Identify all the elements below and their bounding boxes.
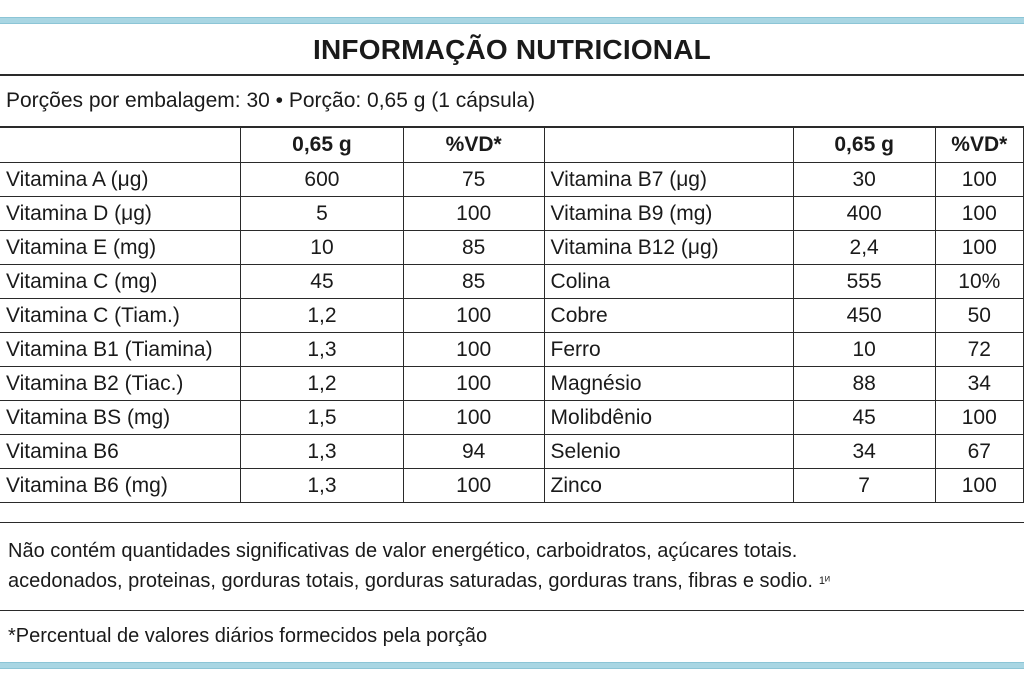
amount-cell: 10 bbox=[792, 332, 936, 367]
amount-cell: 10 bbox=[240, 230, 404, 265]
amount-cell: 1,5 bbox=[240, 400, 404, 435]
panel-title: INFORMAÇÃO NUTRICIONAL bbox=[0, 26, 1024, 76]
daily-value-cell: 100 bbox=[402, 196, 545, 231]
nutrient-name: Vitamina E (mg) bbox=[0, 230, 242, 265]
nutrient-name: Vitamina C (Tiam.) bbox=[0, 298, 242, 333]
header-blank bbox=[0, 126, 242, 163]
nutrient-disclaimer: Não contém quantidades significativas de… bbox=[8, 536, 1008, 596]
nutrient-name: Vitamina D (μg) bbox=[0, 196, 242, 231]
nutrient-name: Ferro bbox=[543, 332, 794, 367]
nutrient-name: Vitamina C (mg) bbox=[0, 264, 242, 299]
amount-cell: 600 bbox=[240, 162, 404, 197]
table-row: Vitamina BS (mg) 1,5 100 Molibdênio 45 100 bbox=[0, 400, 1024, 435]
amount-cell: 7 bbox=[792, 468, 936, 503]
daily-value-cell: 85 bbox=[402, 230, 545, 265]
table-row: Vitamina E (mg) 10 85 Vitamina B12 (μg) 2,4 1… bbox=[0, 230, 1024, 265]
nutrient-name: Vitamina A (μg) bbox=[0, 162, 242, 197]
header-amount: 0,65 g bbox=[792, 126, 936, 163]
daily-value-cell: 34 bbox=[934, 366, 1024, 401]
table-row: Vitamina A (μg) 600 75 Vitamina B7 (μg) 30 10… bbox=[0, 162, 1024, 197]
amount-cell: 1,3 bbox=[240, 468, 404, 503]
daily-value-cell: 85 bbox=[402, 264, 545, 299]
amount-cell: 1,2 bbox=[240, 366, 404, 401]
amount-cell: 45 bbox=[240, 264, 404, 299]
nutrient-name: Vitamina B9 (mg) bbox=[543, 196, 794, 231]
top-accent-band bbox=[0, 17, 1024, 24]
daily-value-cell: 100 bbox=[934, 162, 1024, 197]
amount-cell: 5 bbox=[240, 196, 404, 231]
note-divider bbox=[0, 522, 1024, 523]
amount-cell: 2,4 bbox=[792, 230, 936, 265]
daily-value-cell: 100 bbox=[934, 400, 1024, 435]
nutrient-name: Vitamina B6 (mg) bbox=[0, 468, 242, 503]
table-row: Vitamina C (mg) 45 85 Colina 555 10% bbox=[0, 264, 1024, 299]
amount-cell: 1,3 bbox=[240, 332, 404, 367]
daily-value-cell: 100 bbox=[934, 196, 1024, 231]
amount-cell: 400 bbox=[792, 196, 936, 231]
table-row: Vitamina C (Tiam.) 1,2 100 Cobre 450 50 bbox=[0, 298, 1024, 333]
nutrient-name: Vitamina B6 bbox=[0, 434, 242, 469]
amount-cell: 88 bbox=[792, 366, 936, 401]
daily-value-cell: 100 bbox=[402, 400, 545, 435]
table-header-row: 0,65 g %VD* 0,65 g %VD* bbox=[0, 126, 1024, 163]
daily-value-cell: 100 bbox=[402, 468, 545, 503]
nutrient-name: Vitamina BS (mg) bbox=[0, 400, 242, 435]
nutrient-name: Magnésio bbox=[543, 366, 794, 401]
daily-value-cell: 50 bbox=[934, 298, 1024, 333]
disclaimer-line-2-text: acedonados, proteinas, gorduras totais, … bbox=[8, 570, 813, 592]
amount-cell: 555 bbox=[792, 264, 936, 299]
nutrient-name: Zinco bbox=[543, 468, 794, 503]
table-row: Vitamina B1 (Tiamina) 1,3 100 Ferro 10 72 bbox=[0, 332, 1024, 367]
footnote-mark: 1ᴻ bbox=[818, 575, 830, 587]
daily-value-cell: 72 bbox=[934, 332, 1024, 367]
daily-value-cell: 94 bbox=[402, 434, 545, 469]
footnote-divider bbox=[0, 610, 1024, 611]
nutrient-name: Molibdênio bbox=[543, 400, 794, 435]
disclaimer-line-2: acedonados, proteinas, gorduras totais, … bbox=[8, 566, 1008, 596]
amount-cell: 34 bbox=[792, 434, 936, 469]
bottom-accent-band bbox=[0, 662, 1024, 669]
daily-value-cell: 100 bbox=[934, 468, 1024, 503]
daily-value-cell: 100 bbox=[402, 366, 545, 401]
daily-value-cell: 100 bbox=[934, 230, 1024, 265]
nutrient-name: Vitamina B2 (Tiac.) bbox=[0, 366, 242, 401]
disclaimer-line-1: Não contém quantidades significativas de… bbox=[8, 540, 798, 562]
daily-value-cell: 67 bbox=[934, 434, 1024, 469]
amount-cell: 45 bbox=[792, 400, 936, 435]
daily-value-footnote: *Percentual de valores diários formecido… bbox=[8, 625, 488, 647]
table-row: Vitamina D (μg) 5 100 Vitamina B9 (mg) 400 10… bbox=[0, 196, 1024, 231]
header-daily-value: %VD* bbox=[934, 126, 1024, 163]
daily-value-cell: 100 bbox=[402, 332, 545, 367]
serving-info: Porções por embalagem: 30 • Porção: 0,65… bbox=[6, 89, 536, 112]
daily-value-cell: 10% bbox=[934, 264, 1024, 299]
nutrient-name: Selenio bbox=[543, 434, 794, 469]
table-row: Vitamina B6 (mg) 1,3 100 Zinco 7 100 bbox=[0, 468, 1024, 503]
table-row: Vitamina B6 1,3 94 Selenio 34 67 bbox=[0, 434, 1024, 469]
amount-cell: 1,2 bbox=[240, 298, 404, 333]
daily-value-cell: 75 bbox=[402, 162, 545, 197]
nutrient-name: Cobre bbox=[543, 298, 794, 333]
header-amount: 0,65 g bbox=[240, 126, 404, 163]
amount-cell: 1,3 bbox=[240, 434, 404, 469]
amount-cell: 450 bbox=[792, 298, 936, 333]
daily-value-cell: 100 bbox=[402, 298, 545, 333]
nutrient-name: Colina bbox=[543, 264, 794, 299]
table-row: Vitamina B2 (Tiac.) 1,2 100 Magnésio 88 34 bbox=[0, 366, 1024, 401]
header-blank bbox=[543, 126, 794, 163]
amount-cell: 30 bbox=[792, 162, 936, 197]
nutrient-name: Vitamina B7 (μg) bbox=[543, 162, 794, 197]
nutrient-name: Vitamina B12 (μg) bbox=[543, 230, 794, 265]
header-daily-value: %VD* bbox=[402, 126, 545, 163]
nutrient-name: Vitamina B1 (Tiamina) bbox=[0, 332, 242, 367]
nutrition-table: 0,65 g %VD* 0,65 g %VD* Vitamina A (μg) 600 75… bbox=[0, 126, 1024, 503]
